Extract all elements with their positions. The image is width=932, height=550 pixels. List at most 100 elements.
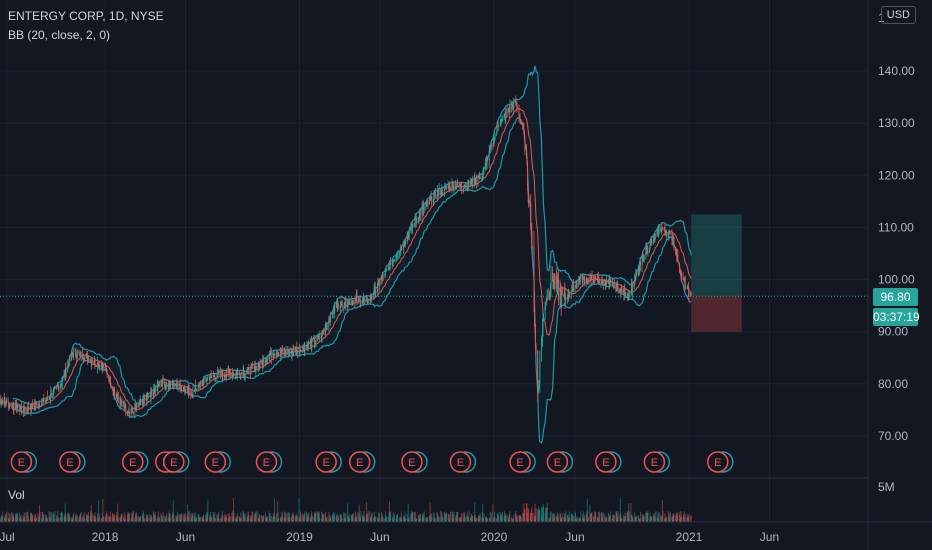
- volume-bar: [113, 514, 115, 522]
- candle-body: [475, 180, 477, 182]
- candle-body: [269, 354, 271, 356]
- candle-body: [594, 276, 596, 283]
- candle-body: [365, 297, 367, 299]
- volume-bar: [593, 515, 595, 522]
- candle-body: [576, 283, 578, 287]
- candle-body: [281, 349, 283, 353]
- candle-body: [470, 179, 472, 182]
- candle-body: [161, 384, 162, 387]
- candle-body: [317, 336, 319, 338]
- volume-bar: [93, 516, 95, 522]
- volume-bar: [157, 511, 159, 522]
- volume-bar: [513, 514, 515, 522]
- earnings-marker[interactable]: E: [255, 451, 283, 473]
- earnings-marker[interactable]: E: [315, 451, 342, 473]
- volume-bar: [535, 508, 537, 522]
- volume-bar: [50, 512, 52, 522]
- candle-body: [433, 195, 435, 200]
- candle-body: [671, 233, 673, 241]
- volume-bar: [79, 516, 80, 522]
- earnings-marker[interactable]: E: [59, 451, 86, 473]
- indicator-label[interactable]: BB (20, close, 2, 0): [8, 28, 111, 42]
- candle-body: [340, 302, 341, 308]
- earnings-marker[interactable]: E: [643, 451, 671, 473]
- volume-bar: [545, 507, 547, 522]
- candle-body: [162, 380, 164, 384]
- candle-body: [183, 387, 185, 390]
- volume-bar: [311, 515, 313, 522]
- volume-bar: [621, 518, 623, 522]
- candle-body: [171, 382, 173, 385]
- currency-button[interactable]: USD: [880, 6, 916, 24]
- candle-body: [647, 251, 649, 253]
- volume-bar: [661, 500, 663, 522]
- volume-bar: [432, 512, 434, 522]
- candle-body: [11, 404, 13, 408]
- volume-bar: [285, 514, 287, 522]
- volume-bar: [542, 503, 544, 522]
- candle-body: [64, 369, 66, 376]
- earnings-marker[interactable]: E: [509, 451, 536, 473]
- candle-body: [580, 276, 582, 279]
- volume-bar: [617, 517, 619, 522]
- volume-bar: [336, 513, 338, 522]
- volume-bar: [497, 514, 499, 522]
- volume-bar: [640, 512, 641, 522]
- candle-body: [27, 406, 29, 409]
- volume-bar: [229, 516, 231, 522]
- earnings-marker[interactable]: E: [707, 451, 734, 473]
- volume-bar: [343, 512, 345, 522]
- candle-body: [154, 388, 156, 391]
- volume-bar: [385, 517, 387, 522]
- earnings-letter: E: [212, 457, 219, 469]
- volume-bar: [344, 518, 346, 522]
- volume-bar: [349, 518, 351, 522]
- volume-bar: [647, 511, 649, 522]
- volume-bar: [177, 513, 179, 522]
- volume-bar: [323, 514, 324, 522]
- candle-body: [60, 384, 62, 386]
- volume-bar: [441, 511, 443, 522]
- volume-bar: [676, 512, 678, 522]
- candle-body: [367, 302, 369, 304]
- earnings-marker[interactable]: E: [401, 451, 428, 473]
- candle-body: [666, 232, 668, 235]
- candle-body: [167, 383, 169, 385]
- candle-body: [459, 183, 461, 187]
- volume-label[interactable]: Vol: [8, 488, 25, 502]
- volume-bar: [496, 518, 498, 522]
- volume-bar: [82, 516, 84, 522]
- volume-bar: [481, 517, 483, 522]
- volume-bar: [426, 517, 428, 522]
- volume-bar: [540, 506, 542, 522]
- earnings-marker[interactable]: E: [121, 451, 149, 473]
- volume-bar: [399, 516, 401, 522]
- volume-bar: [643, 515, 645, 522]
- volume-bar: [102, 498, 104, 522]
- candle-body: [145, 397, 147, 401]
- candle-body: [240, 373, 242, 377]
- candle-body: [123, 405, 125, 409]
- earnings-marker[interactable]: E: [449, 451, 477, 473]
- candle-body: [207, 377, 209, 379]
- earnings-marker[interactable]: E: [546, 451, 574, 473]
- earnings-marker[interactable]: E: [348, 451, 376, 473]
- volume-bar: [602, 512, 604, 522]
- volume-bar: [280, 518, 282, 522]
- earnings-marker[interactable]: E: [10, 451, 38, 473]
- candle-body: [502, 116, 503, 118]
- earnings-marker[interactable]: E: [163, 451, 190, 473]
- volume-bar: [482, 503, 484, 522]
- volume-bar: [352, 513, 354, 522]
- earnings-marker[interactable]: E: [204, 451, 232, 473]
- volume-bar: [580, 511, 582, 522]
- volume-bar: [336, 515, 338, 522]
- volume-bar: [549, 518, 551, 522]
- volume-bar: [161, 515, 163, 522]
- earnings-marker[interactable]: E: [595, 451, 622, 473]
- volume-bar: [144, 518, 145, 522]
- volume-bar: [42, 511, 44, 522]
- candle-body: [295, 348, 297, 353]
- volume-bar: [366, 514, 368, 522]
